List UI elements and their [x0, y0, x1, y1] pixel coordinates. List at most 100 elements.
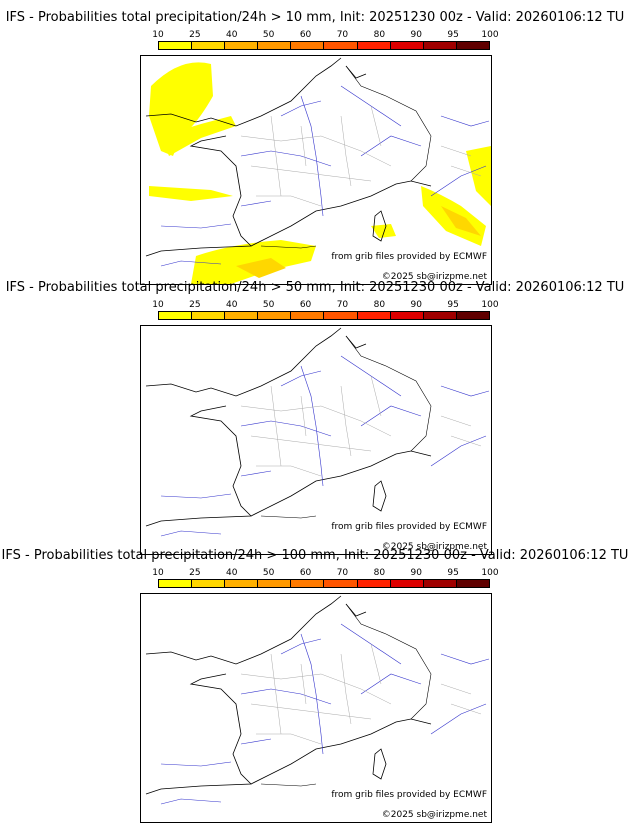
colorbar-label: 60 — [299, 300, 312, 310]
colorbar-segment — [456, 580, 489, 587]
colorbar-label: 95 — [447, 568, 459, 578]
shade-area-channel — [161, 116, 236, 156]
colorbar-label: 90 — [410, 30, 422, 40]
coastline — [145, 595, 432, 795]
colorbar-label: 60 — [299, 568, 312, 578]
probability-shading — [149, 62, 491, 284]
admin-boundaries — [240, 375, 482, 477]
map-canvas — [145, 57, 491, 284]
colorbar-label: 10 — [152, 568, 164, 578]
colorbar-segment — [324, 580, 358, 587]
colorbar — [158, 579, 490, 588]
shade-area-biscay — [149, 186, 233, 201]
colorbar-label: 100 — [481, 30, 499, 40]
credit-copyright: ©2025 sb@irizpme.net — [381, 272, 487, 282]
colorbar-segment — [324, 312, 358, 319]
panel-title: IFS - Probabilities total precipitation/… — [5, 280, 625, 295]
colorbar-label: 95 — [447, 30, 459, 40]
colorbar-label: 70 — [336, 30, 349, 40]
borders — [260, 65, 432, 249]
colorbar-labels: 10 25 40 50 60 70 80 90 95 100 — [152, 300, 498, 310]
colorbar — [158, 41, 490, 50]
colorbar-label: 25 — [189, 568, 201, 578]
colorbar-label: 50 — [262, 568, 275, 578]
colorbar-segment — [423, 42, 457, 49]
colorbar-label: 80 — [373, 300, 386, 310]
colorbar-label: 100 — [481, 568, 499, 578]
geo-lines — [145, 327, 490, 537]
coastline — [145, 327, 432, 527]
shade-area-north-sea — [149, 62, 213, 156]
colorbar-segment — [291, 580, 325, 587]
panel-50mm: IFS - Probabilities total precipitation/… — [0, 280, 630, 555]
colorbar-label: 40 — [226, 300, 238, 310]
colorbar-label: 40 — [226, 30, 238, 40]
colorbar-segment — [192, 580, 226, 587]
shade-area-east — [466, 146, 491, 206]
borders — [260, 335, 432, 519]
colorbar-segment — [456, 312, 489, 319]
coastline — [145, 57, 432, 257]
admin-boundaries — [240, 643, 482, 745]
colorbar-segment — [291, 42, 325, 49]
colorbar-label: 10 — [152, 30, 164, 40]
colorbar-label: 80 — [373, 30, 386, 40]
colorbar-label: 95 — [447, 300, 459, 310]
colorbar-segment — [225, 580, 259, 587]
shade-area-spain-inner — [236, 258, 286, 278]
precipitation-map: from grib files provided by ECMWF ©2025 … — [140, 593, 492, 823]
colorbar-label: 100 — [481, 300, 499, 310]
colorbar-label: 70 — [336, 568, 349, 578]
colorbar-label: 50 — [262, 30, 275, 40]
rivers — [160, 85, 490, 267]
colorbar-segment — [159, 312, 193, 319]
panel-title: IFS - Probabilities total precipitation/… — [5, 10, 625, 25]
colorbar-segment — [159, 580, 193, 587]
colorbar-label: 60 — [299, 30, 312, 40]
colorbar-segment — [390, 580, 424, 587]
credit-copyright: ©2025 sb@irizpme.net — [381, 542, 487, 552]
colorbar-segment — [423, 580, 457, 587]
colorbar-label: 25 — [189, 30, 201, 40]
rivers — [160, 623, 490, 805]
precipitation-map: from grib files provided by ECMWF ©2025 … — [140, 55, 492, 285]
colorbar-segment — [456, 42, 489, 49]
geo-lines — [145, 57, 490, 267]
shade-area-corsica — [371, 224, 396, 238]
panel-title: IFS - Probabilities total precipitation/… — [1, 548, 629, 563]
colorbar-label: 70 — [336, 300, 349, 310]
colorbar-segment — [258, 312, 292, 319]
map-canvas — [145, 327, 490, 537]
colorbar-segment — [324, 42, 358, 49]
panel-100mm: IFS - Probabilities total precipitation/… — [0, 548, 630, 823]
colorbar-segment — [225, 312, 259, 319]
map-canvas — [145, 595, 490, 805]
colorbar-segment — [390, 42, 424, 49]
colorbar-segment — [357, 312, 391, 319]
colorbar-segment — [192, 312, 226, 319]
colorbar-segment — [258, 580, 292, 587]
colorbar-segment — [159, 42, 193, 49]
colorbar-label: 25 — [189, 300, 201, 310]
colorbar-segment — [291, 312, 325, 319]
credit-source: from grib files provided by ECMWF — [331, 252, 487, 262]
colorbar-label: 40 — [226, 568, 238, 578]
precipitation-map: from grib files provided by ECMWF ©2025 … — [140, 325, 492, 555]
shade-area-alps-inner — [441, 206, 481, 236]
colorbar-label: 90 — [410, 300, 422, 310]
colorbar-labels: 10 25 40 50 60 70 80 90 95 100 — [152, 568, 498, 578]
admin-boundaries — [240, 105, 482, 207]
panel-10mm: IFS - Probabilities total precipitation/… — [0, 10, 630, 285]
colorbar-label: 80 — [373, 568, 386, 578]
geo-lines — [145, 595, 490, 805]
colorbar — [158, 311, 490, 320]
colorbar-labels: 10 25 40 50 60 70 80 90 95 100 — [152, 30, 498, 40]
colorbar-segment — [225, 42, 259, 49]
colorbar-segment — [357, 42, 391, 49]
credit-source: from grib files provided by ECMWF — [331, 790, 487, 800]
borders — [260, 603, 432, 787]
colorbar-segment — [390, 312, 424, 319]
colorbar-label: 10 — [152, 300, 164, 310]
colorbar-segment — [357, 580, 391, 587]
credit-copyright: ©2025 sb@irizpme.net — [381, 810, 487, 820]
